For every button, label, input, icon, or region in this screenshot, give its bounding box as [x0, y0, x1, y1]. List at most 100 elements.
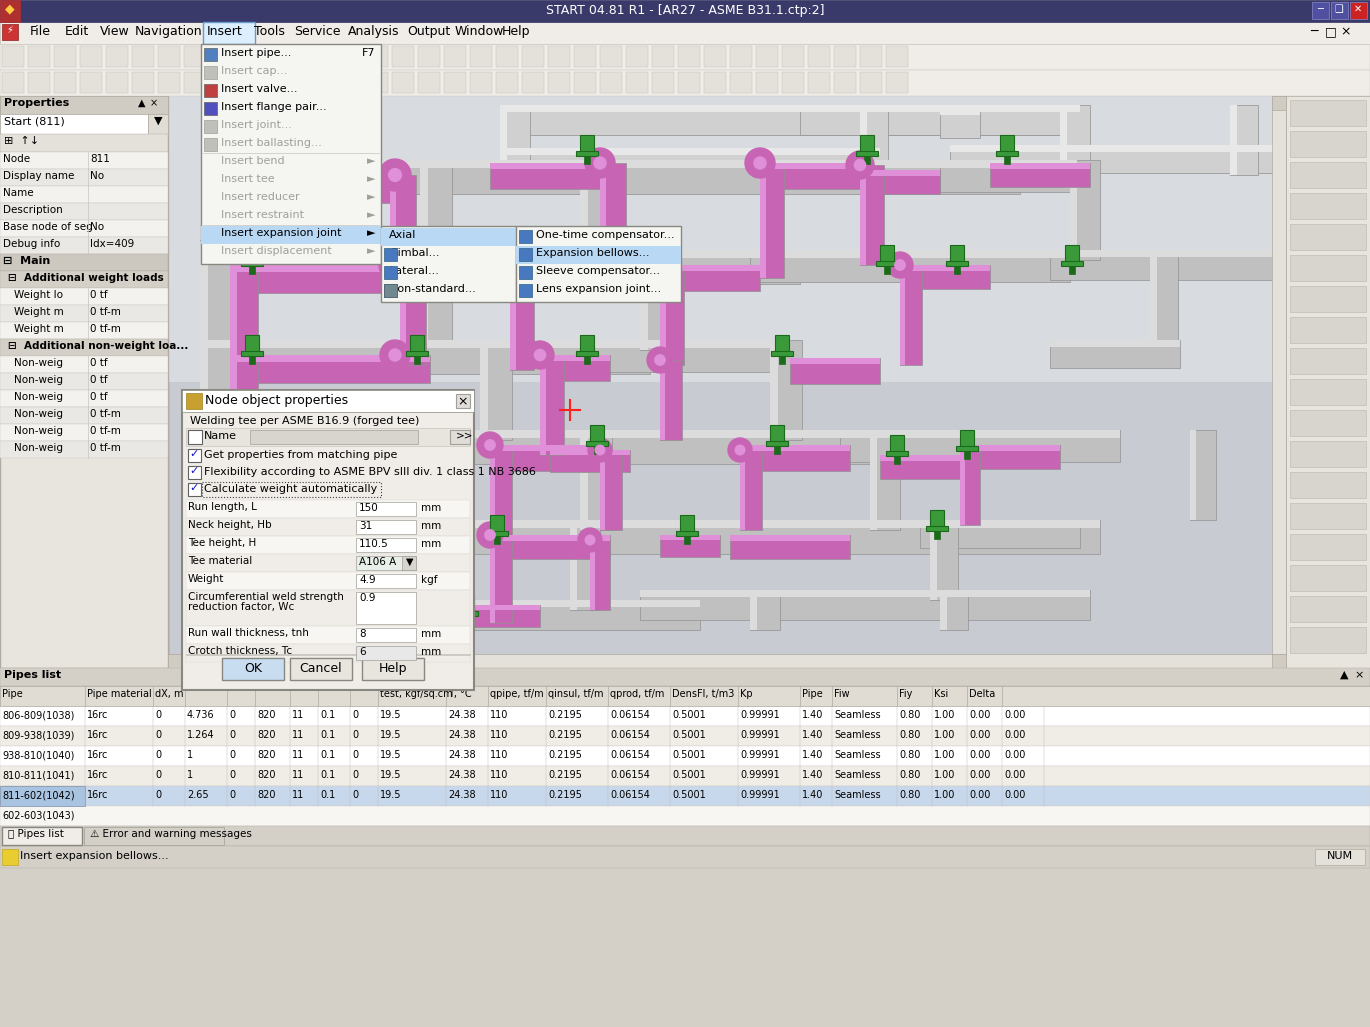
Bar	[188, 449, 201, 462]
Text: 110.5: 110.5	[359, 539, 389, 549]
Text: 110: 110	[490, 750, 508, 760]
Bar	[490, 445, 610, 451]
Text: ×: ×	[149, 98, 158, 108]
Bar	[340, 72, 362, 93]
Bar	[1000, 135, 1014, 155]
Bar	[460, 605, 540, 627]
Bar	[510, 270, 534, 370]
Text: 0.00: 0.00	[969, 750, 991, 760]
Bar	[660, 360, 664, 440]
Bar	[900, 265, 991, 271]
Text: Calculate weight automatically: Calculate weight automatically	[204, 484, 377, 494]
Text: ×: ×	[1340, 25, 1351, 38]
Bar	[230, 175, 258, 275]
Bar	[856, 151, 878, 156]
Text: 1: 1	[186, 750, 193, 760]
Text: 811-602(1042): 811-602(1042)	[1, 790, 74, 800]
Bar	[169, 96, 1286, 382]
Text: Delta: Delta	[969, 689, 995, 699]
Text: 0.5001: 0.5001	[673, 710, 706, 720]
Bar	[381, 228, 516, 246]
Bar	[414, 446, 421, 454]
Bar	[860, 165, 866, 265]
Bar	[158, 46, 179, 67]
Text: Edit: Edit	[64, 25, 89, 38]
Bar	[749, 250, 1070, 258]
Bar	[960, 430, 974, 450]
Bar	[201, 226, 381, 244]
Circle shape	[855, 159, 866, 170]
Bar	[900, 265, 906, 365]
Text: 0 tf: 0 tf	[90, 290, 108, 300]
Bar	[580, 335, 595, 355]
Bar	[204, 138, 218, 151]
Bar	[200, 520, 1100, 528]
Text: 2.65: 2.65	[186, 790, 208, 800]
Bar	[675, 531, 697, 536]
Bar	[949, 145, 1280, 152]
Bar	[381, 226, 516, 302]
Bar	[241, 531, 263, 536]
Bar	[356, 502, 416, 516]
Bar	[0, 706, 1370, 726]
Bar	[0, 44, 1370, 70]
Bar	[200, 250, 800, 284]
Bar	[1191, 430, 1217, 520]
Text: Non-weig: Non-weig	[14, 426, 63, 436]
Bar	[356, 520, 416, 534]
Text: ►: ►	[367, 192, 375, 202]
Bar	[960, 445, 1060, 469]
Bar	[132, 72, 153, 93]
Text: 810-811(1041): 810-811(1041)	[1, 770, 74, 779]
Text: ►: ►	[367, 210, 375, 220]
Bar	[366, 72, 388, 93]
Circle shape	[745, 148, 775, 178]
Bar	[652, 72, 674, 93]
Bar	[548, 46, 570, 67]
Circle shape	[485, 530, 495, 540]
Bar	[1, 849, 18, 865]
Text: ❑: ❑	[1334, 4, 1344, 14]
Text: Node object properties: Node object properties	[206, 394, 348, 407]
Bar	[27, 72, 49, 93]
Text: Insert ballasting...: Insert ballasting...	[222, 138, 322, 148]
Text: 0.99991: 0.99991	[740, 770, 780, 779]
Bar	[490, 163, 600, 169]
Text: Service: Service	[295, 25, 341, 38]
Text: 806-809(1038): 806-809(1038)	[1, 710, 74, 720]
Bar	[490, 515, 504, 535]
Text: ▼: ▼	[406, 557, 414, 567]
Bar	[782, 72, 804, 93]
Bar	[1291, 503, 1366, 529]
Bar	[760, 163, 860, 169]
Bar	[236, 46, 258, 67]
Bar	[1271, 96, 1286, 668]
Bar	[0, 846, 1370, 868]
Bar	[0, 806, 1370, 826]
Text: Tools: Tools	[253, 25, 285, 38]
Text: 150: 150	[359, 503, 378, 514]
Bar	[222, 658, 284, 680]
Text: dX, m: dX, m	[155, 689, 184, 699]
Bar	[200, 430, 234, 530]
Text: 11: 11	[292, 750, 304, 760]
Bar	[414, 266, 421, 274]
Bar	[230, 535, 390, 541]
Bar	[808, 72, 830, 93]
Text: Weight m: Weight m	[14, 324, 64, 334]
Bar	[392, 46, 414, 67]
Bar	[900, 265, 991, 289]
Circle shape	[754, 157, 766, 169]
Text: Non-weig: Non-weig	[14, 409, 63, 419]
Bar	[516, 246, 681, 264]
Bar	[574, 46, 596, 67]
Bar	[500, 148, 880, 155]
Bar	[934, 531, 940, 539]
Text: Output: Output	[408, 25, 451, 38]
Text: 24.38: 24.38	[448, 750, 475, 760]
Bar	[236, 72, 258, 93]
Bar	[760, 163, 860, 189]
Bar	[749, 589, 758, 630]
Bar	[770, 340, 778, 440]
Bar	[385, 284, 397, 297]
